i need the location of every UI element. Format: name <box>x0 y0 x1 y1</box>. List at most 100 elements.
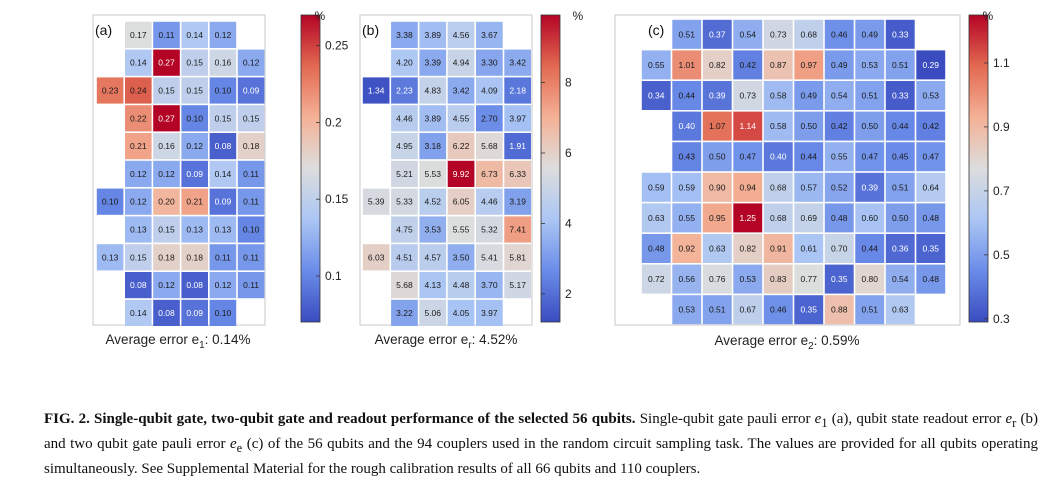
cell-value: 0.39 <box>861 182 878 192</box>
cell-value: 0.11 <box>159 30 175 40</box>
cell-value: 0.94 <box>739 182 756 192</box>
cell-value: 0.10 <box>186 113 203 123</box>
heatmap-cell <box>125 21 152 48</box>
heatmap-cell <box>672 172 702 202</box>
heatmap-cell <box>125 77 152 104</box>
heatmap-cell <box>916 172 946 202</box>
cell-value: 0.58 <box>770 121 787 131</box>
heatmap-cell <box>733 50 763 80</box>
heatmap-cell <box>476 21 503 48</box>
cell-value: 0.09 <box>186 308 203 318</box>
heatmap-cell <box>447 272 475 299</box>
cell-value: 0.08 <box>130 280 147 290</box>
cell-value: 0.68 <box>770 182 787 192</box>
cell-value: 0.70 <box>831 244 848 254</box>
heatmap-cell <box>733 19 763 49</box>
cell-value: 6.73 <box>481 169 498 179</box>
cell-value: 3.18 <box>424 141 441 151</box>
heatmap-cell <box>181 133 208 160</box>
cell-value: 1.25 <box>739 213 756 223</box>
cell-value: 0.18 <box>186 252 203 262</box>
heatmap-cell <box>447 244 475 271</box>
cell-value: 4.20 <box>396 58 413 68</box>
cell-value: 0.87 <box>770 60 787 70</box>
figure-label: FIG. 2. <box>44 411 90 427</box>
cell-value: 0.48 <box>831 213 848 223</box>
heatmap-cell <box>391 299 418 326</box>
average-error-subscript: 2 <box>808 341 814 352</box>
heatmap-cell <box>96 244 124 271</box>
heatmap-cell <box>504 105 531 132</box>
cell-value: 1.01 <box>678 60 695 70</box>
cell-value: 5.33 <box>396 197 413 207</box>
cell-value: 0.23 <box>102 86 119 96</box>
heatmap-cell <box>885 264 915 294</box>
cell-value: 0.18 <box>158 252 175 262</box>
colorbar <box>300 14 321 323</box>
cell-value: 0.27 <box>158 113 175 123</box>
cell-value: 0.11 <box>215 252 231 262</box>
colorbar-tick-label: 6 <box>565 146 572 160</box>
heatmap-cell <box>209 133 237 160</box>
heatmap-cell <box>794 50 824 80</box>
cell-value: 0.40 <box>678 121 695 131</box>
panel-label: (a) <box>95 22 112 38</box>
heatmap-cell <box>504 133 531 160</box>
cell-value: 0.48 <box>922 274 939 284</box>
cell-value: 9.92 <box>453 169 470 179</box>
cell-value: 0.18 <box>243 141 260 151</box>
cell-value: 0.68 <box>800 29 817 39</box>
heatmap-cell <box>855 19 885 49</box>
cell-value: 0.29 <box>922 60 939 70</box>
cell-value: 0.63 <box>648 213 665 223</box>
heatmap-cell <box>391 244 418 271</box>
heatmap-panel-3: (c) 0.51 0.37 0.54 0.73 0.68 0.46 0.49 0.33 0.55 1… <box>614 9 1010 352</box>
cell-value: 4.48 <box>453 280 470 290</box>
panel-label: (b) <box>362 22 379 38</box>
heatmap-cell <box>794 81 824 110</box>
cell-value: 4.52 <box>424 197 441 207</box>
heatmap-cell <box>153 105 180 132</box>
heatmap-cell <box>447 77 475 104</box>
cell-value: 0.20 <box>158 197 175 207</box>
heatmap-cell <box>794 203 824 233</box>
colorbar-tick-label: 0.1 <box>325 269 342 283</box>
heatmap-cell <box>209 105 237 132</box>
cell-value: 0.80 <box>861 274 878 284</box>
cell-value: 0.15 <box>186 86 203 96</box>
heatmap-cell <box>153 77 180 104</box>
heatmap-cell <box>391 21 418 48</box>
heatmap-cell <box>419 77 447 104</box>
cell-value: 3.22 <box>396 308 413 318</box>
heatmap-cell <box>763 142 793 172</box>
cell-value: 0.54 <box>739 29 756 39</box>
cell-value: 0.90 <box>709 182 726 192</box>
heatmap-cell <box>641 50 671 80</box>
cell-value: 3.38 <box>396 30 413 40</box>
cell-value: 5.06 <box>424 308 441 318</box>
cell-value: 0.11 <box>243 280 259 290</box>
average-error-subscript: r <box>468 340 472 351</box>
heatmap-cell <box>641 264 671 294</box>
cell-value: 0.95 <box>709 213 726 223</box>
heatmap-cell <box>794 172 824 202</box>
heatmap-cell <box>476 216 503 243</box>
cell-value: 3.42 <box>453 86 470 96</box>
cell-value: 0.83 <box>770 274 787 284</box>
cell-value: 4.83 <box>424 86 441 96</box>
heatmap-cell <box>125 299 152 326</box>
cell-value: 0.36 <box>892 244 909 254</box>
heatmap-cell <box>419 133 447 160</box>
heatmap-cell <box>476 188 503 215</box>
cell-value: 0.44 <box>861 244 878 254</box>
heatmap-cell <box>209 272 237 299</box>
cell-value: 2.23 <box>396 86 413 96</box>
caption-text-1: Single-qubit gate pauli error <box>639 411 815 427</box>
cell-value: 0.12 <box>158 169 175 179</box>
cell-value: 0.24 <box>130 86 147 96</box>
heatmap-cell <box>419 216 447 243</box>
heatmap-cell <box>419 272 447 299</box>
heatmap-cell <box>794 111 824 141</box>
cell-value: 0.46 <box>831 29 848 39</box>
heatmap-cell <box>504 272 531 299</box>
